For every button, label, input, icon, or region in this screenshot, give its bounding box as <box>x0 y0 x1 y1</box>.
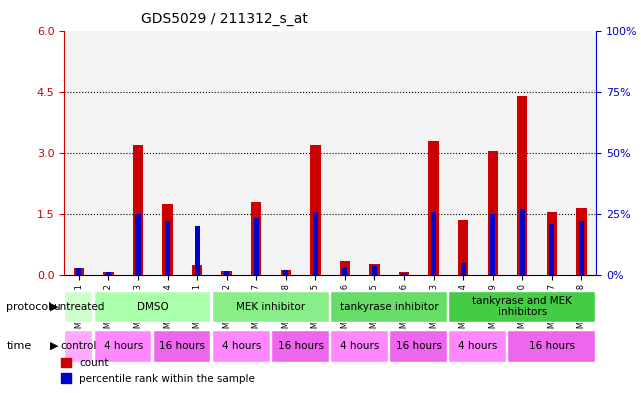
Bar <box>194 226 200 275</box>
Bar <box>537 31 567 275</box>
Text: GDS5029 / 211312_s_at: GDS5029 / 211312_s_at <box>141 12 308 26</box>
Bar <box>389 31 419 275</box>
Bar <box>76 268 81 275</box>
Text: 4 hours: 4 hours <box>222 341 261 351</box>
FancyBboxPatch shape <box>330 330 388 362</box>
Bar <box>399 272 409 275</box>
Bar <box>94 31 123 275</box>
Text: tankyrase inhibitor: tankyrase inhibitor <box>340 301 438 312</box>
Bar <box>340 261 350 275</box>
Text: control: control <box>61 341 97 351</box>
Bar <box>372 266 377 275</box>
Bar <box>313 212 318 275</box>
Bar <box>490 214 495 275</box>
Bar <box>283 270 288 275</box>
FancyBboxPatch shape <box>153 330 210 362</box>
Bar <box>547 212 557 275</box>
Bar <box>133 145 143 275</box>
Bar <box>567 31 596 275</box>
Text: 16 hours: 16 hours <box>160 341 205 351</box>
Text: MEK inhibitor: MEK inhibitor <box>237 301 306 312</box>
Bar <box>212 31 242 275</box>
Bar <box>460 263 466 275</box>
Text: 4 hours: 4 hours <box>104 341 143 351</box>
Bar <box>488 151 498 275</box>
Bar <box>222 271 232 275</box>
Bar <box>549 224 554 275</box>
Text: protocol: protocol <box>6 301 52 312</box>
Bar <box>517 96 528 275</box>
Bar <box>301 31 330 275</box>
Bar <box>135 214 140 275</box>
FancyBboxPatch shape <box>64 290 92 322</box>
Bar <box>431 212 436 275</box>
Bar <box>242 31 271 275</box>
FancyBboxPatch shape <box>271 330 329 362</box>
Bar <box>360 31 389 275</box>
Text: tankyrase and MEK
inhibitors: tankyrase and MEK inhibitors <box>472 296 572 317</box>
Bar <box>330 31 360 275</box>
Bar <box>508 31 537 275</box>
Bar <box>579 222 584 275</box>
Bar <box>224 272 229 275</box>
Bar <box>281 270 291 275</box>
Bar <box>74 268 84 275</box>
Text: time: time <box>6 341 31 351</box>
Bar <box>576 208 587 275</box>
Bar <box>192 265 203 275</box>
FancyBboxPatch shape <box>448 330 506 362</box>
Legend: count, percentile rank within the sample: count, percentile rank within the sample <box>56 354 260 388</box>
FancyBboxPatch shape <box>448 290 595 322</box>
Bar <box>369 264 379 275</box>
Bar <box>310 145 320 275</box>
FancyBboxPatch shape <box>508 330 595 362</box>
FancyBboxPatch shape <box>389 330 447 362</box>
Bar <box>153 31 182 275</box>
Text: 16 hours: 16 hours <box>395 341 442 351</box>
Bar <box>64 31 94 275</box>
Text: ▶: ▶ <box>50 301 59 312</box>
FancyBboxPatch shape <box>94 330 151 362</box>
Text: 4 hours: 4 hours <box>340 341 379 351</box>
Bar <box>428 141 438 275</box>
Bar <box>401 273 406 275</box>
Bar <box>458 220 469 275</box>
Bar <box>478 31 508 275</box>
FancyBboxPatch shape <box>330 290 447 322</box>
FancyBboxPatch shape <box>64 330 92 362</box>
Bar <box>106 272 111 275</box>
Bar <box>271 31 301 275</box>
FancyBboxPatch shape <box>94 290 210 322</box>
Bar <box>123 31 153 275</box>
FancyBboxPatch shape <box>212 290 329 322</box>
Bar <box>520 209 525 275</box>
Text: ▶: ▶ <box>50 341 59 351</box>
Text: 4 hours: 4 hours <box>458 341 497 351</box>
Bar <box>419 31 448 275</box>
Bar <box>342 266 347 275</box>
Bar <box>162 204 172 275</box>
Text: 16 hours: 16 hours <box>278 341 324 351</box>
Text: DMSO: DMSO <box>137 301 169 312</box>
Bar <box>165 222 170 275</box>
Text: 16 hours: 16 hours <box>529 341 575 351</box>
Bar <box>448 31 478 275</box>
Bar <box>251 202 262 275</box>
Text: untreated: untreated <box>53 301 104 312</box>
Bar <box>103 272 113 275</box>
FancyBboxPatch shape <box>212 330 269 362</box>
Bar <box>182 31 212 275</box>
Bar <box>254 218 259 275</box>
